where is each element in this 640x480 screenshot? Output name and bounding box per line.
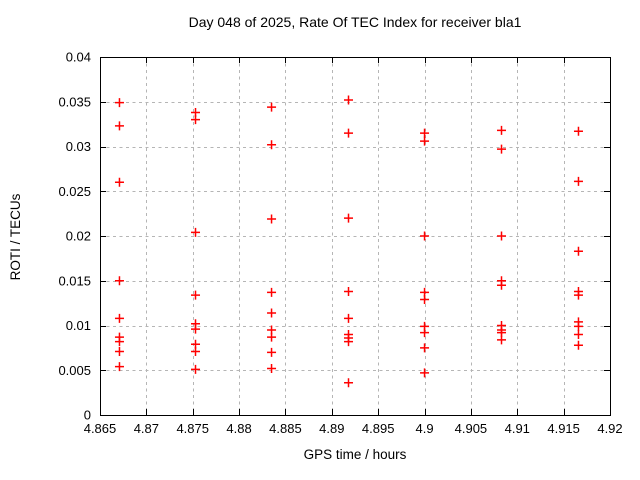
data-point bbox=[497, 231, 507, 241]
y-tick-label: 0.025 bbox=[58, 184, 91, 199]
data-point bbox=[114, 121, 124, 131]
data-point bbox=[420, 343, 430, 353]
data-points bbox=[114, 95, 583, 388]
data-point bbox=[420, 368, 430, 378]
data-point bbox=[573, 329, 583, 339]
axis-ticks bbox=[100, 57, 611, 416]
data-point bbox=[420, 231, 430, 241]
data-point bbox=[573, 321, 583, 331]
data-point bbox=[191, 346, 201, 356]
data-point bbox=[114, 346, 124, 356]
x-tick-label: 4.91 bbox=[505, 421, 530, 436]
x-tick-label: 4.895 bbox=[362, 421, 395, 436]
data-point bbox=[267, 214, 277, 224]
data-point bbox=[573, 246, 583, 256]
data-point bbox=[191, 227, 201, 237]
data-point bbox=[573, 176, 583, 186]
data-point bbox=[573, 290, 583, 300]
data-point bbox=[420, 136, 430, 146]
data-point bbox=[191, 364, 201, 374]
data-point bbox=[114, 98, 124, 108]
data-point bbox=[267, 287, 277, 297]
data-point bbox=[497, 144, 507, 154]
data-point bbox=[497, 125, 507, 135]
x-tick-label: 4.865 bbox=[84, 421, 117, 436]
data-point bbox=[191, 115, 201, 125]
data-point bbox=[267, 363, 277, 373]
data-point bbox=[573, 126, 583, 136]
data-point bbox=[420, 328, 430, 338]
x-tick-label: 4.875 bbox=[176, 421, 209, 436]
x-axis-label: GPS time / hours bbox=[304, 447, 407, 462]
y-axis-label: ROTI / TECUs bbox=[8, 193, 23, 280]
data-point bbox=[573, 340, 583, 350]
data-point bbox=[344, 378, 354, 388]
y-tick-label: 0.035 bbox=[58, 94, 91, 109]
data-point bbox=[344, 313, 354, 323]
data-point bbox=[267, 332, 277, 342]
y-tick-label: 0.02 bbox=[66, 229, 91, 244]
data-point bbox=[267, 308, 277, 318]
data-point bbox=[114, 177, 124, 187]
x-tick-label: 4.92 bbox=[597, 421, 622, 436]
data-point bbox=[344, 337, 354, 347]
data-point bbox=[114, 276, 124, 286]
data-point bbox=[344, 213, 354, 223]
y-tick-label: 0.01 bbox=[66, 318, 91, 333]
y-tick-label: 0.015 bbox=[58, 273, 91, 288]
x-tick-label: 4.915 bbox=[547, 421, 580, 436]
data-point bbox=[191, 324, 201, 334]
tick-labels: 4.865 4.87 4.875 4.88 4.885 4.89 4.895 4.9 4.905… bbox=[58, 50, 622, 437]
data-point bbox=[114, 362, 124, 372]
chart-title: Day 048 of 2025, Rate Of TEC Index for r… bbox=[189, 14, 522, 30]
data-point bbox=[420, 295, 430, 305]
data-point bbox=[114, 313, 124, 323]
data-point bbox=[420, 128, 430, 138]
data-point bbox=[344, 286, 354, 296]
x-tick-label: 4.905 bbox=[455, 421, 488, 436]
y-tick-label: 0 bbox=[84, 408, 91, 423]
gridlines bbox=[100, 57, 610, 415]
data-point bbox=[267, 140, 277, 150]
data-point bbox=[497, 335, 507, 345]
data-point bbox=[267, 347, 277, 357]
data-point bbox=[344, 128, 354, 138]
data-point bbox=[191, 290, 201, 300]
x-tick-label: 4.88 bbox=[226, 421, 251, 436]
x-tick-label: 4.885 bbox=[269, 421, 302, 436]
x-tick-label: 4.9 bbox=[416, 421, 434, 436]
data-point bbox=[344, 95, 354, 105]
y-tick-label: 0.005 bbox=[58, 363, 91, 378]
x-tick-label: 4.87 bbox=[134, 421, 159, 436]
y-tick-label: 0.04 bbox=[66, 50, 91, 65]
x-tick-label: 4.89 bbox=[319, 421, 344, 436]
data-point bbox=[267, 102, 277, 112]
y-tick-label: 0.03 bbox=[66, 139, 91, 154]
data-point bbox=[114, 337, 124, 347]
data-point bbox=[497, 280, 507, 290]
